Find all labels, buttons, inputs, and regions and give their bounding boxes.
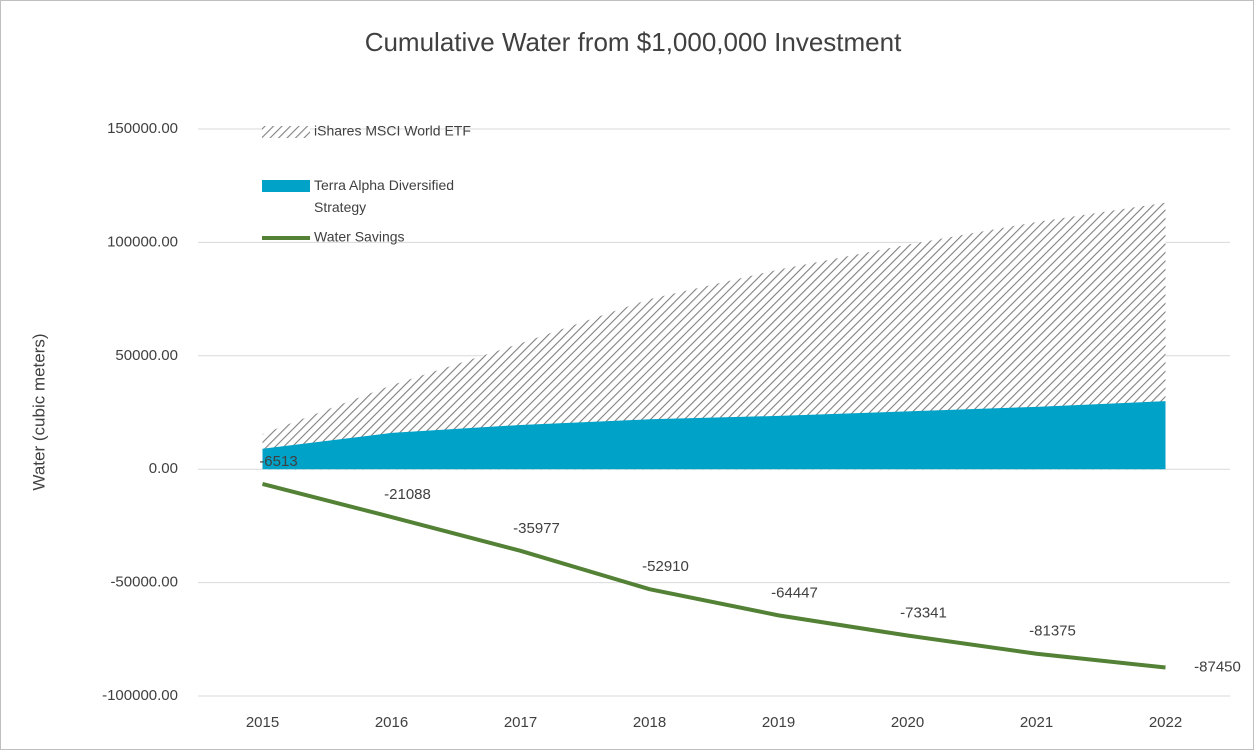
x-tick-label: 2018 xyxy=(633,714,666,731)
data-label: -6513 xyxy=(259,453,297,470)
y-tick-label: -50000.00 xyxy=(110,574,178,591)
area xyxy=(262,202,1166,470)
chart-title: Cumulative Water from $1,000,000 Investm… xyxy=(365,27,902,57)
area xyxy=(262,401,1166,470)
x-tick-label: 2022 xyxy=(1149,714,1182,731)
data-label: -87450 xyxy=(1194,659,1241,676)
y-tick-label: -100000.00 xyxy=(102,687,178,704)
y-tick-label: 50000.00 xyxy=(115,347,178,364)
data-label: -21088 xyxy=(384,486,431,503)
legend-swatch xyxy=(262,126,310,138)
y-tick-label: 0.00 xyxy=(149,460,178,477)
legend-swatch xyxy=(262,180,310,192)
y-tick-label: 100000.00 xyxy=(107,233,178,250)
data-label: -64447 xyxy=(771,584,818,601)
x-tick-label: 2015 xyxy=(246,714,279,731)
y-axis-label: Water (cubic meters) xyxy=(29,333,48,490)
x-tick-label: 2017 xyxy=(504,714,537,731)
data-label: -73341 xyxy=(900,605,947,622)
x-tick-label: 2020 xyxy=(891,714,924,731)
data-label: -35977 xyxy=(513,520,560,537)
y-tick-label: 150000.00 xyxy=(107,120,178,137)
x-tick-label: 2021 xyxy=(1020,714,1053,731)
line xyxy=(262,482,1166,670)
legend-label: Water Savings xyxy=(314,229,405,245)
legend-label: Terra Alpha Diversified Strategy xyxy=(314,177,454,215)
data-label: -81375 xyxy=(1029,623,1076,640)
legend-label: iShares MSCI World ETF xyxy=(314,123,471,139)
x-tick-label: 2016 xyxy=(375,714,408,731)
data-label: -52910 xyxy=(642,558,689,575)
x-tick-label: 2019 xyxy=(762,714,795,731)
